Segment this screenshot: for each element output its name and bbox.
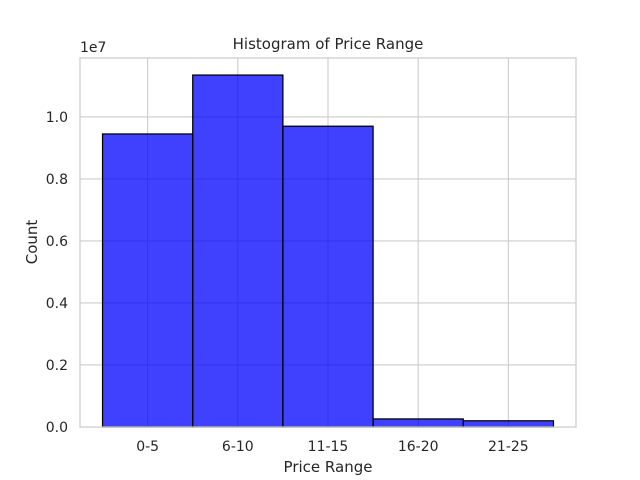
y-tick-label: 0.6 (46, 234, 68, 250)
y-scale-offset-label: 1e7 (80, 40, 106, 56)
plot-frame (79, 57, 577, 428)
x-tick-label: 11-15 (308, 439, 349, 455)
y-tick-label: 0.2 (46, 358, 68, 374)
x-tick-label: 21-25 (488, 439, 529, 455)
x-tick-label: 16-20 (398, 439, 439, 455)
y-tick-label: 0.8 (46, 172, 68, 188)
histogram-bar (372, 418, 464, 428)
histogram-bar (282, 125, 374, 428)
histogram-bar (101, 133, 194, 428)
y-tick-label: 0.4 (46, 296, 68, 312)
x-tick-labels: 0-5 6-10 11-15 16-20 21-25 (136, 439, 529, 455)
y-tick-label: 1.0 (46, 110, 68, 126)
x-tick-label: 0-5 (136, 439, 159, 455)
bar-layer (101, 74, 555, 428)
y-tick-labels: 0.0 0.2 0.4 0.6 0.8 1.0 (46, 110, 68, 436)
histogram-bar (462, 420, 555, 428)
x-tick-label: 6-10 (222, 439, 254, 455)
x-axis-label: Price Range (284, 458, 373, 476)
y-axis-label: Count (23, 220, 41, 265)
chart-title: Histogram of Price Range (233, 35, 424, 53)
histogram-bar (192, 74, 284, 428)
y-tick-label: 0.0 (46, 420, 68, 436)
